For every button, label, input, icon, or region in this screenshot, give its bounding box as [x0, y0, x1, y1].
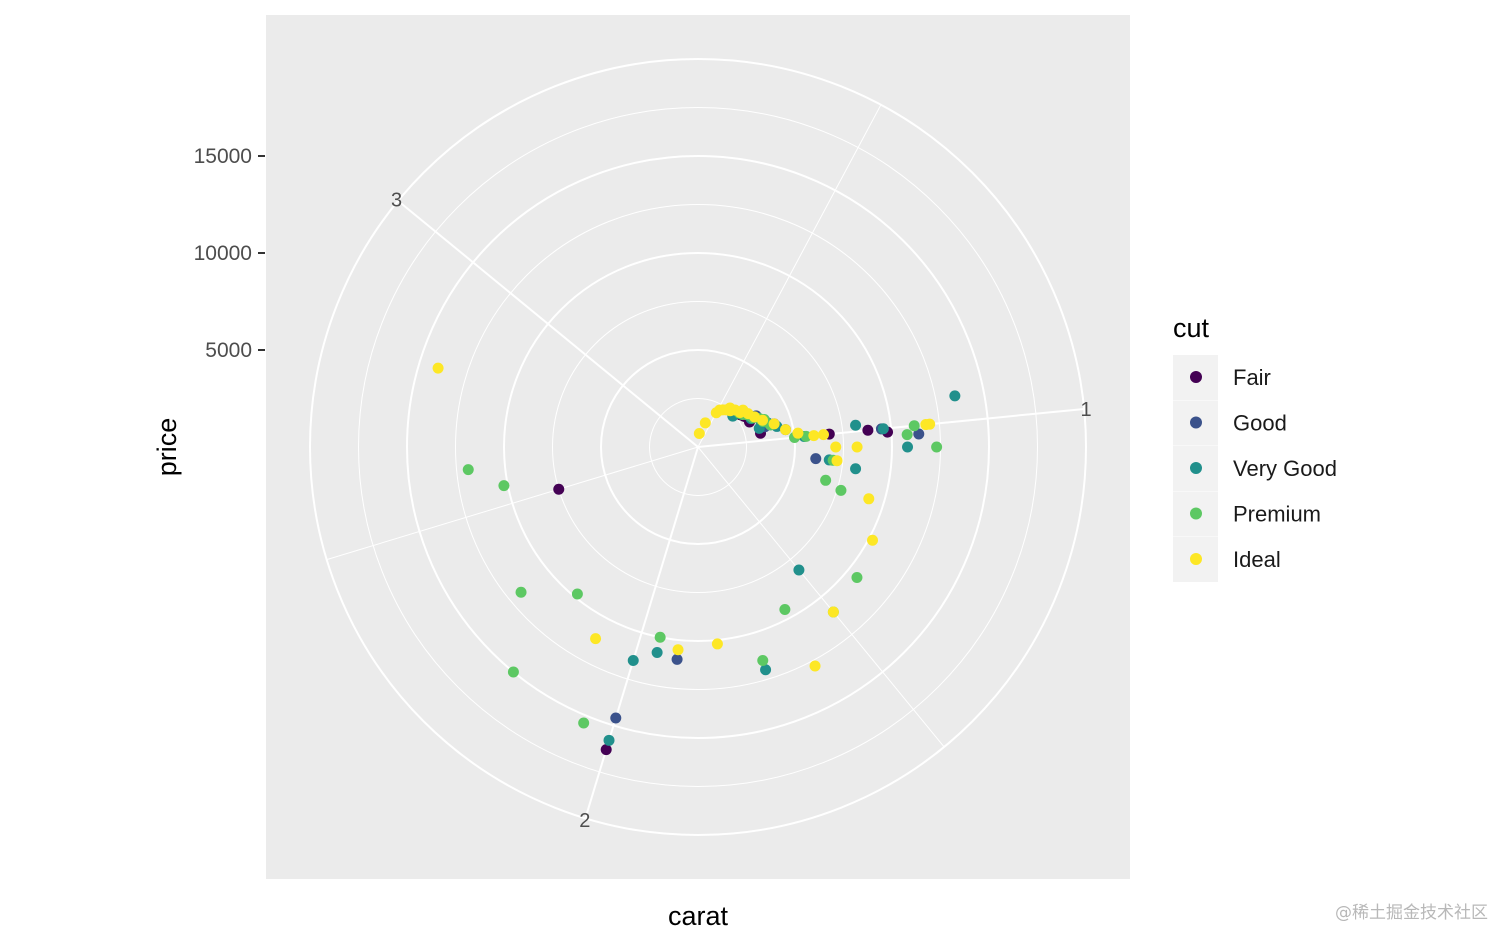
minor-theta-gridline — [326, 446, 699, 561]
data-point — [462, 464, 474, 476]
data-point — [590, 633, 602, 645]
data-point — [671, 653, 683, 665]
data-point — [920, 419, 932, 431]
data-point — [578, 717, 590, 729]
data-point — [817, 429, 829, 441]
data-point — [498, 480, 510, 492]
major-grid-circle — [503, 252, 893, 642]
data-point — [780, 424, 792, 436]
data-point — [792, 427, 804, 439]
data-point — [851, 571, 863, 583]
data-point — [757, 414, 769, 426]
data-point — [672, 644, 684, 656]
data-point — [610, 712, 622, 724]
major-grid-circle — [309, 58, 1087, 836]
radial-grid — [309, 58, 1087, 836]
data-point — [850, 419, 862, 431]
data-point — [571, 588, 583, 600]
data-point — [913, 428, 925, 440]
data-point — [831, 455, 843, 467]
theta-tick-label: 1 — [1081, 399, 1092, 421]
data-point — [654, 631, 666, 643]
data-point — [808, 430, 820, 442]
legend-label: Fair — [1233, 365, 1271, 390]
data-point — [793, 564, 805, 576]
data-point — [603, 734, 615, 746]
data-point — [720, 404, 732, 416]
major-theta-gridline — [397, 200, 699, 448]
major-grid-circle — [406, 155, 990, 739]
legend-key — [1190, 416, 1202, 429]
legend: cut Fair Good Very Good Premium Ideal — [1173, 313, 1337, 582]
legend-key — [1190, 371, 1202, 383]
data-point — [507, 666, 519, 678]
data-point — [553, 483, 565, 495]
data-point — [877, 423, 889, 435]
data-point — [515, 586, 527, 598]
data-point — [850, 463, 862, 475]
x-axis-title: carat — [668, 901, 729, 931]
r-tick-label: 5000 — [205, 339, 252, 362]
major-grid-circle — [600, 349, 796, 545]
data-point — [779, 604, 791, 616]
watermark-text: @稀土掘金技术社区 — [1335, 903, 1488, 923]
minor-grid-circle — [552, 301, 844, 593]
data-point — [820, 474, 832, 486]
data-point — [768, 418, 780, 430]
r-axis: 5000 10000 15000 — [194, 145, 265, 362]
data-point — [851, 441, 863, 453]
data-points — [432, 362, 961, 756]
data-point — [830, 441, 842, 453]
legend-label: Very Good — [1233, 456, 1337, 481]
data-point — [863, 493, 875, 505]
data-point — [760, 664, 772, 676]
legend-label: Good — [1233, 411, 1287, 436]
data-point — [908, 420, 920, 432]
data-point — [835, 484, 847, 496]
legend-label: Ideal — [1233, 547, 1281, 572]
data-point — [902, 441, 914, 453]
legend-key — [1190, 507, 1202, 520]
data-point — [651, 646, 663, 658]
data-point — [809, 660, 821, 672]
legend-label: Premium — [1233, 502, 1321, 527]
r-tick-label: 15000 — [194, 145, 252, 168]
legend-key — [1190, 553, 1202, 565]
theta-grid — [326, 104, 1085, 819]
minor-theta-gridline — [697, 104, 882, 448]
minor-grid-circle — [358, 107, 1038, 787]
theta-tick-label: 3 — [391, 190, 402, 212]
legend-key — [1190, 462, 1202, 474]
data-point — [901, 429, 913, 441]
data-point — [757, 654, 769, 666]
data-point — [827, 606, 839, 618]
major-theta-gridline — [584, 446, 699, 819]
data-point — [949, 390, 961, 402]
theta-tick-label: 2 — [579, 810, 590, 832]
data-point — [693, 427, 705, 439]
minor-grid-circle — [649, 398, 747, 496]
data-point — [699, 417, 711, 429]
minor-theta-gridline — [697, 446, 945, 748]
data-point — [711, 638, 723, 650]
data-point — [627, 654, 639, 666]
y-axis-title: price — [152, 418, 182, 477]
data-point — [931, 441, 943, 453]
data-point — [867, 534, 879, 546]
theta-tick-labels: 1 2 3 — [391, 190, 1092, 833]
data-point — [600, 744, 612, 756]
legend-title: cut — [1173, 313, 1210, 343]
data-point — [862, 424, 874, 436]
data-point — [810, 453, 822, 465]
data-point — [432, 362, 444, 374]
r-tick-label: 10000 — [194, 242, 252, 265]
